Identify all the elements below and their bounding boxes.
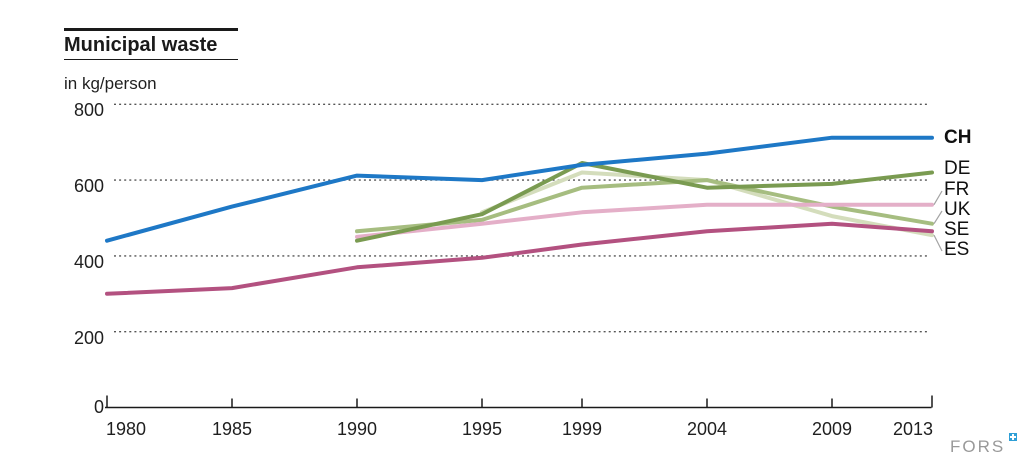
legend-label-es: ES — [944, 239, 970, 260]
legend-leader-fr — [933, 190, 943, 206]
y-axis-label-0: 0 — [93, 396, 104, 417]
y-axis-unit-label: in kg/person — [64, 74, 157, 93]
y-axis-label-800: 800 — [73, 100, 104, 121]
x-axis-label-1990: 1990 — [336, 419, 378, 439]
x-axis-label-1999: 1999 — [561, 419, 603, 439]
fors-logo: FORS — [950, 433, 1017, 457]
legend-label-se: SE — [944, 219, 970, 240]
legend-label-uk: UK — [944, 199, 971, 220]
legend-label-ch: CH — [944, 127, 972, 148]
x-axis-label-1995: 1995 — [461, 419, 503, 439]
y-axis-label-600: 600 — [73, 176, 104, 197]
swiss-cross-icon — [1009, 433, 1017, 441]
title-rule-top — [64, 28, 238, 31]
y-axis-label-200: 200 — [73, 327, 104, 348]
x-axis-label-2004: 2004 — [686, 419, 728, 439]
series-line-uk — [355, 178, 934, 234]
chart-title: Municipal waste — [64, 34, 218, 56]
y-axis-label-400: 400 — [73, 251, 104, 272]
swiss-cross-horizontal-bar — [1010, 436, 1016, 438]
legend-leader-uk — [933, 210, 943, 225]
legend-leader-es — [933, 234, 943, 252]
fors-logo-text: FORS — [950, 437, 1006, 456]
x-axis-label-2013: 2013 — [892, 419, 933, 439]
x-axis-label-1985: 1985 — [211, 419, 253, 439]
series-line-de — [355, 161, 934, 243]
x-axis-label-2009: 2009 — [811, 419, 853, 439]
legend-label-de: DE — [944, 158, 971, 179]
series-line-fr — [355, 202, 934, 239]
series-line-ch — [105, 135, 934, 243]
legend-label-fr: FR — [944, 179, 970, 200]
title-block: Municipal waste — [64, 28, 238, 60]
x-axis-label-1980: 1980 — [106, 419, 147, 439]
title-rule-bottom — [64, 59, 238, 60]
series-line-se — [105, 221, 934, 296]
